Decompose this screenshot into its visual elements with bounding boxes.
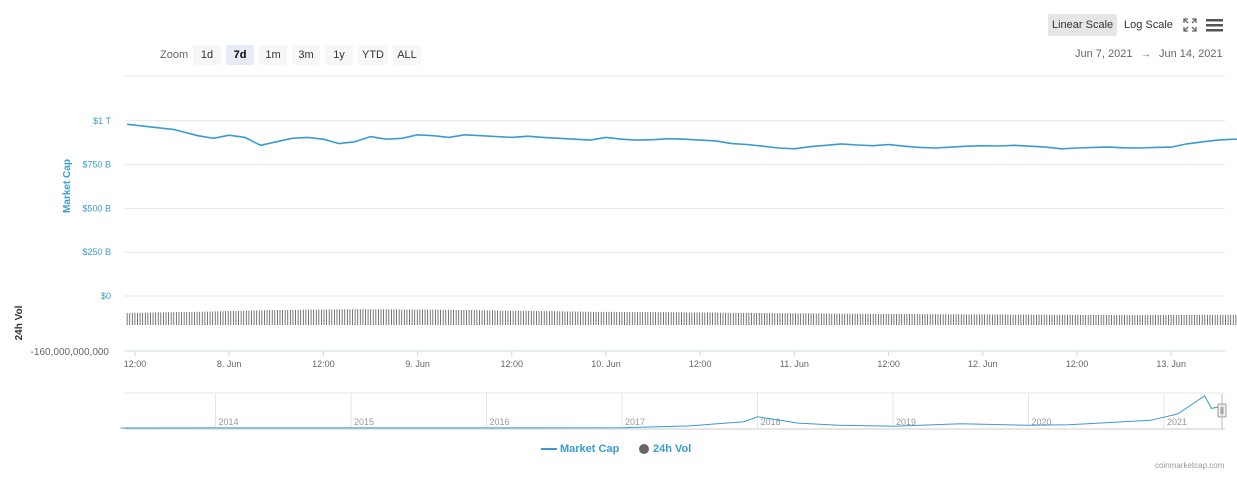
y-tick-label: $500 B: [82, 203, 111, 213]
x-tick-label: 10. Jun: [591, 359, 621, 369]
zoom-all-button[interactable]: ALL: [393, 45, 421, 65]
navigator-tick-label: 2015: [354, 417, 374, 427]
x-tick-label: 12:00: [501, 359, 524, 369]
navigator-tick-label: 2014: [219, 417, 239, 427]
date-from-input[interactable]: Jun 7, 2021: [1075, 48, 1133, 60]
menu-icon[interactable]: [1206, 18, 1223, 33]
y-tick-label: $1 T: [93, 116, 111, 126]
y-tick-label: $750 B: [82, 160, 111, 170]
zoom-1y-button[interactable]: 1y: [325, 45, 353, 65]
x-tick-label: 8. Jun: [217, 359, 242, 369]
y-axis-label-volume: 24h Vol: [14, 305, 25, 340]
x-tick-label: 12:00: [124, 359, 147, 369]
legend-label-market-cap: Market Cap: [560, 443, 620, 455]
x-tick-label: 9. Jun: [405, 359, 430, 369]
date-arrow: →: [1141, 49, 1151, 60]
navigator-tick-label: 2017: [625, 417, 645, 427]
legend-label-volume: 24h Vol: [653, 443, 692, 455]
legend-dot-icon: [639, 444, 649, 455]
credit-link[interactable]: coinmarketcap.com: [1155, 461, 1225, 470]
zoom-3m-button[interactable]: 3m: [292, 45, 320, 65]
zoom-label: Zoom: [160, 49, 189, 61]
y-tick-label: $0: [101, 291, 111, 301]
navigator-tick-label: 2018: [761, 417, 781, 427]
y-tick-label: $250 B: [82, 247, 111, 257]
navigator-handle: [1217, 394, 1227, 429]
x-tick-label: 13. Jun: [1156, 359, 1186, 369]
x-tick-label: 11. Jun: [780, 359, 809, 369]
x-tick-label: 12:00: [312, 359, 335, 369]
navigator-handle-rect: [1217, 403, 1227, 418]
market-cap-line: [127, 123, 1237, 150]
x-tick-label: 12:00: [1066, 359, 1089, 369]
navigator-tick-label: 2021: [1167, 417, 1187, 427]
y-tick-volume: -160,000,000,000: [31, 347, 110, 358]
navigator-tick-label: 2020: [1032, 417, 1052, 427]
date-to-input[interactable]: Jun 14, 2021: [1159, 48, 1223, 60]
zoom-7d-button[interactable]: 7d: [226, 45, 254, 65]
x-tick-label: 12:00: [877, 359, 900, 369]
legend-line-icon: [541, 448, 557, 451]
navigator-line: [120, 395, 1226, 429]
legend-item-market-cap[interactable]: Market Cap: [541, 443, 619, 455]
x-tick-label: 12:00: [689, 359, 712, 369]
x-tick-label: 12. Jun: [968, 359, 998, 369]
navigator-tick-label: 2016: [490, 417, 510, 427]
fullscreen-icon[interactable]: [1183, 18, 1197, 32]
log-scale-button[interactable]: Log Scale: [1124, 19, 1173, 31]
zoom-1d-button[interactable]: 1d: [193, 45, 221, 65]
linear-scale-button[interactable]: Linear Scale: [1048, 14, 1118, 36]
y-axis-label-market-cap: Market Cap: [62, 159, 73, 213]
zoom-1m-button[interactable]: 1m: [259, 45, 287, 65]
zoom-ytd-button[interactable]: YTD: [358, 45, 388, 65]
navigator-tick-label: 2019: [896, 417, 916, 427]
legend-item-volume[interactable]: 24h Vol: [639, 443, 691, 455]
